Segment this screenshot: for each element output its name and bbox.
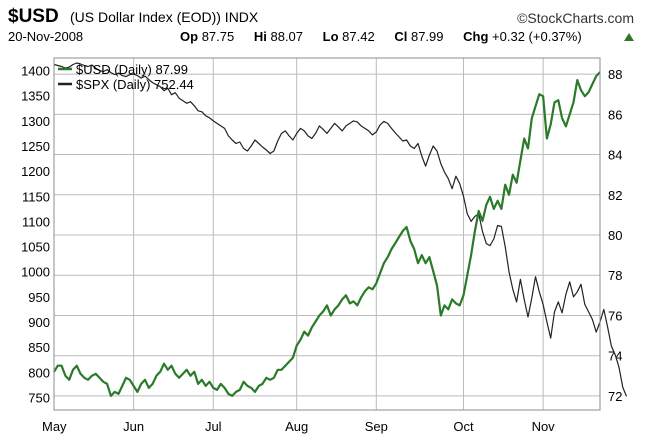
spx-series-line	[53, 62, 628, 397]
left-axis-ticks: 750 800 850 900 950 1000 1050 1100 1150 1200 1250 1…	[21, 64, 50, 406]
left-axis-tick-label: 1150	[22, 189, 50, 204]
x-axis-tick-label: Nov	[532, 419, 556, 434]
legend-label-usd: $USD (Daily) 87.99	[76, 62, 188, 77]
left-axis-tick-label: 1350	[21, 89, 50, 104]
left-axis-tick-label: 1200	[21, 164, 50, 179]
right-axis-tick-label: 76	[608, 308, 622, 323]
right-axis-tick-label: 72	[608, 389, 622, 404]
right-axis-tick-label: 86	[608, 107, 622, 122]
right-axis-tick-label: 80	[608, 228, 622, 243]
left-axis-tick-label: 1400	[21, 64, 50, 79]
high-stat: Hi 88.07	[253, 29, 304, 44]
change-stat: Chg +0.32 (+0.37%)	[463, 29, 582, 44]
x-axis-tick-label: Jun	[123, 419, 144, 434]
left-axis-tick-label: 1050	[21, 240, 50, 255]
stats-row: 20-Nov-2008 Op 87.75 Hi 88.07 Lo 87.42 C…	[8, 29, 640, 47]
x-axis-tick-label: Sep	[365, 419, 388, 434]
right-axis-tick-label: 84	[608, 148, 622, 163]
legend: $USD (Daily) 87.99$SPX (Daily) 752.44	[58, 62, 194, 92]
ticker-symbol: $USD	[8, 6, 59, 27]
left-axis-tick-label: 850	[28, 340, 50, 355]
x-axis-tick-label: Aug	[285, 419, 308, 434]
left-axis-tick-label: 1000	[21, 265, 50, 280]
left-axis-tick-label: 800	[28, 365, 50, 380]
ohlc-stats: Op 87.75 Hi 88.07 Lo 87.42 Cl 87.99 Chg …	[180, 29, 598, 44]
usd-series-line	[53, 71, 601, 397]
right-axis-tick-label: 82	[608, 188, 622, 203]
instrument-name: (US Dollar Index (EOD)) INDX	[70, 9, 259, 25]
change-up-arrow-icon	[624, 33, 634, 41]
plot-frame	[53, 57, 601, 411]
left-axis-tick-label: 900	[28, 315, 50, 330]
left-axis-tick-label: 750	[28, 390, 50, 405]
left-axis-tick-label: 1250	[21, 139, 50, 154]
close-stat: Cl 87.99	[394, 29, 444, 44]
brand-watermark: ©StockCharts.com	[517, 10, 634, 26]
series-lines	[53, 62, 628, 397]
right-axis-tick-label: 78	[608, 268, 622, 283]
open-stat: Op 87.75	[180, 29, 235, 44]
x-axis-tick-label: Oct	[453, 419, 474, 434]
x-axis-ticks: May Jun Jul Aug Sep Oct Nov	[42, 419, 555, 434]
x-axis-tick-label: Jul	[205, 419, 222, 434]
x-axis-tick-label: May	[42, 419, 67, 434]
grid-lines	[53, 58, 600, 410]
chart-title-row: $USD (US Dollar Index (EOD)) INDX ©Stock…	[8, 6, 638, 30]
low-stat: Lo 87.42	[322, 29, 375, 44]
quote-date: 20-Nov-2008	[8, 29, 84, 44]
left-axis-tick-label: 1300	[21, 114, 50, 129]
left-axis-tick-label: 950	[28, 290, 50, 305]
legend-label-spx: $SPX (Daily) 752.44	[76, 77, 194, 92]
left-axis-tick-label: 1100	[22, 214, 50, 229]
right-axis-tick-label: 88	[608, 67, 622, 82]
